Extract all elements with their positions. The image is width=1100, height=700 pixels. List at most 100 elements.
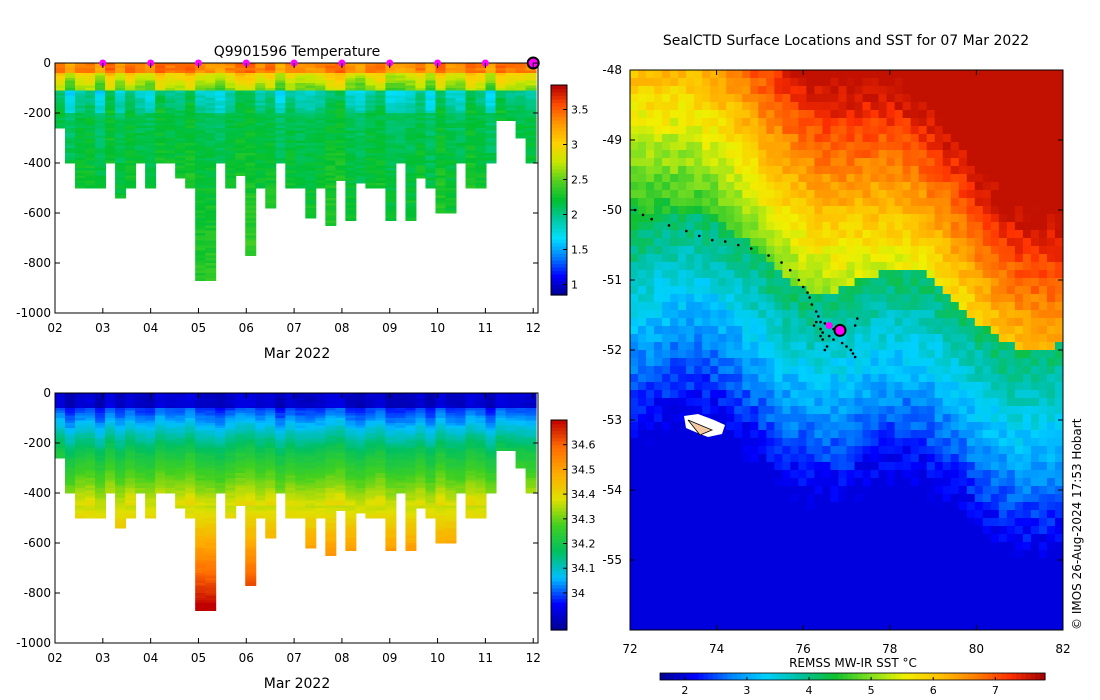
temperature-cell xyxy=(345,178,357,181)
temperature-cell xyxy=(245,188,257,191)
temperature-cell xyxy=(345,215,357,219)
salinity-cell xyxy=(425,473,437,476)
salinity-cell xyxy=(225,503,237,506)
salinity-cell xyxy=(375,445,387,449)
temperature-cell xyxy=(475,135,487,139)
temperature-cell xyxy=(85,130,97,134)
temperature-cell xyxy=(125,175,137,179)
temperature-cell xyxy=(355,148,367,151)
salinity-cell xyxy=(325,460,337,464)
temperature-cell xyxy=(425,135,437,139)
salinity-cell xyxy=(295,415,307,419)
temperature-cell xyxy=(225,118,237,121)
salinity-cell xyxy=(235,448,247,451)
salinity-cell xyxy=(485,435,497,439)
salinity-cell xyxy=(135,420,147,424)
temperature-cell xyxy=(205,105,217,109)
temperature-cell xyxy=(165,115,177,119)
temperature-cell xyxy=(525,143,537,146)
salinity-cell xyxy=(365,475,377,479)
salinity-cell xyxy=(445,505,457,509)
temperature-cell xyxy=(75,128,87,131)
temperature-cell xyxy=(435,93,447,96)
salinity-cell xyxy=(205,418,217,421)
temperature-colorbar-swatch xyxy=(551,116,567,121)
salinity-cell xyxy=(165,403,177,406)
salinity-cell xyxy=(465,440,477,444)
salinity-cell xyxy=(285,440,297,444)
salinity-cell xyxy=(195,565,207,569)
temperature-cell xyxy=(75,110,87,114)
temperature-cell xyxy=(215,130,227,134)
salinity-cell xyxy=(155,473,167,476)
salinity-cell xyxy=(515,413,527,416)
salinity-cell xyxy=(525,488,537,491)
salinity-cell xyxy=(305,413,317,416)
salinity-cell xyxy=(115,493,127,496)
temperature-cell xyxy=(205,220,217,224)
temperature-cell xyxy=(415,63,427,66)
temperature-cell xyxy=(185,135,197,139)
temperature-cell xyxy=(245,85,257,89)
temperature-cell xyxy=(355,160,367,164)
temperature-cell xyxy=(465,120,477,124)
temperature-cell xyxy=(195,73,207,76)
salinity-cell xyxy=(115,435,127,439)
salinity-cell xyxy=(285,498,297,501)
temperature-cell xyxy=(455,105,467,109)
temperature-cell xyxy=(165,105,177,109)
temperature-cell xyxy=(225,170,237,174)
temperature-cell xyxy=(125,63,137,66)
temperature-cell xyxy=(335,113,347,116)
salinity-cell xyxy=(65,473,77,476)
salinity-cell xyxy=(255,455,267,459)
salinity-cell xyxy=(155,463,167,466)
temperature-colorbar-swatch xyxy=(551,120,567,125)
temperature-cell xyxy=(175,135,187,139)
temperature-cell xyxy=(295,143,307,146)
salinity-cell xyxy=(395,490,407,494)
temperature-cell xyxy=(125,163,137,166)
salinity-cell xyxy=(165,420,177,424)
salinity-cell xyxy=(315,480,327,484)
temperature-cell xyxy=(495,108,507,111)
temperature-cell xyxy=(335,118,347,121)
salinity-cell xyxy=(95,500,107,504)
salinity-cell xyxy=(65,435,77,439)
temperature-cell xyxy=(365,123,377,126)
temperature-cell xyxy=(255,115,267,119)
temperature-cell xyxy=(505,113,517,116)
temperature-cell xyxy=(245,150,257,154)
salinity-cell xyxy=(475,478,487,481)
salinity-cell xyxy=(95,453,107,456)
salinity-cell xyxy=(245,453,257,456)
temperature-cell xyxy=(325,220,337,224)
temperature-cell xyxy=(365,160,377,164)
temperature-cell xyxy=(345,80,357,84)
temperature-cell xyxy=(245,173,257,176)
temperature-cell xyxy=(295,168,307,171)
salinity-colorbar-swatch xyxy=(551,570,567,575)
salinity-cell xyxy=(365,393,377,396)
temperature-cell xyxy=(235,158,247,161)
salinity-cell xyxy=(415,395,427,399)
temperature-cell xyxy=(385,68,397,71)
salinity-cell xyxy=(445,423,457,426)
temperature-cell xyxy=(165,140,177,144)
salinity-cell xyxy=(85,455,97,459)
temperature-cell xyxy=(445,193,457,196)
temperature-cell xyxy=(425,173,437,176)
temperature-cell xyxy=(445,153,457,156)
salinity-cell xyxy=(335,405,347,409)
temperature-cell xyxy=(225,130,237,134)
temperature-cell xyxy=(205,270,217,274)
temperature-cell xyxy=(395,100,407,104)
temperature-cell xyxy=(375,98,387,101)
temperature-cell xyxy=(115,115,127,119)
salinity-cell xyxy=(265,510,277,514)
temperature-cell xyxy=(205,213,217,216)
temperature-cell xyxy=(115,128,127,131)
temperature-cell xyxy=(485,118,497,121)
salinity-cell xyxy=(75,493,87,496)
temperature-cell xyxy=(145,93,157,96)
